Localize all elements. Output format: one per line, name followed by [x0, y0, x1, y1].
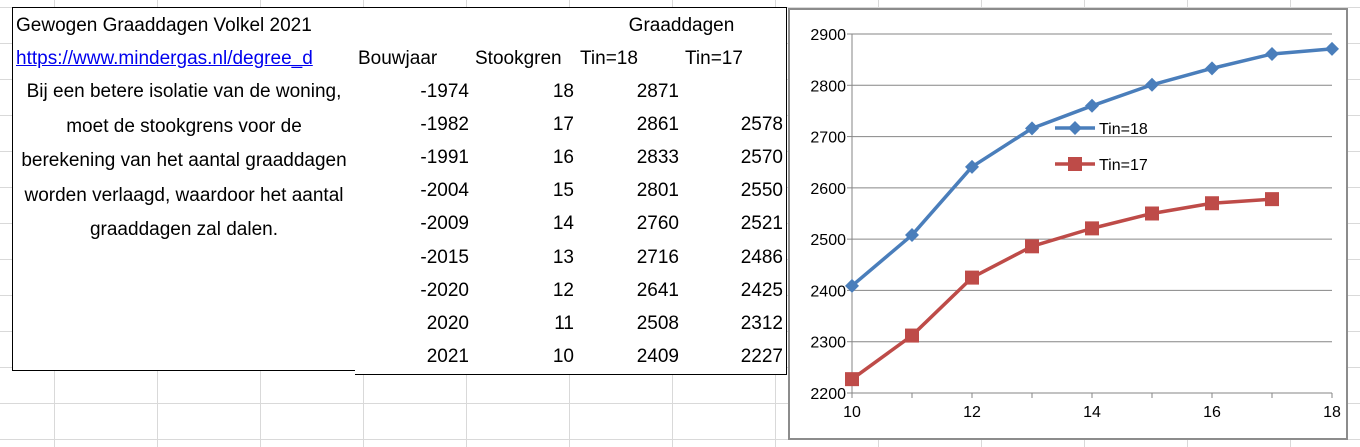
graaddagen-header[interactable]: Graaddagen [577, 7, 787, 44]
table-cell-stookgrens[interactable]: 11 [472, 307, 578, 342]
data-point [965, 159, 979, 174]
table-cell-stookgrens[interactable]: 13 [472, 241, 578, 276]
table-cell-bouwjaar[interactable]: -1991 [355, 141, 473, 176]
x-tick-label: 16 [1203, 404, 1221, 421]
table-cell-stookgrens[interactable]: 18 [472, 75, 578, 110]
data-point [1265, 192, 1279, 207]
series-line-tin17 [850, 197, 1273, 381]
graaddagen-chart[interactable]: 2200 2300 2400 2500 2600 2700 2800 2900 10 12 14 1… [788, 8, 1348, 440]
table-cell-bouwjaar[interactable]: -2020 [355, 274, 473, 309]
isolation-note[interactable]: Bij een betere isolatie van de woning, m… [12, 75, 356, 371]
y-tick-label: 2400 [810, 283, 846, 300]
data-point [1205, 196, 1219, 211]
x-tick-label: 14 [1083, 404, 1101, 421]
table-cell-stookgrens[interactable]: 14 [472, 207, 578, 242]
table-cell-tin17[interactable]: 2521 [682, 207, 787, 242]
data-point [1085, 98, 1099, 113]
table-cell-tin17[interactable]: 2578 [682, 108, 787, 143]
table-cell-tin18[interactable]: 2861 [577, 108, 683, 143]
table-cell-tin18[interactable]: 2641 [577, 274, 683, 309]
data-point [1085, 221, 1099, 236]
table-cell-tin18[interactable]: 2716 [577, 241, 683, 276]
table-cell-stookgrens[interactable]: 17 [472, 108, 578, 143]
x-tick-label: 10 [843, 404, 861, 421]
table-cell-bouwjaar[interactable]: -2004 [355, 174, 473, 209]
stookgrens-header[interactable]: Stookgren [472, 43, 578, 76]
legend-label: Tin=17 [1099, 157, 1148, 174]
data-point [1145, 77, 1159, 92]
table-cell-tin18[interactable]: 2871 [577, 75, 683, 110]
table-cell-tin17[interactable]: 2486 [682, 241, 787, 276]
data-point [1265, 47, 1279, 62]
empty-header-cell[interactable] [472, 7, 578, 44]
data-point [1205, 61, 1219, 76]
y-tick-label: 2800 [810, 78, 846, 95]
table-cell-tin17[interactable]: 2227 [682, 340, 787, 375]
tin17-header[interactable]: Tin=17 [682, 43, 787, 76]
data-point [1025, 239, 1039, 254]
table-cell-tin18[interactable]: 2508 [577, 307, 683, 342]
table-cell-tin17[interactable]: 2425 [682, 274, 787, 309]
data-point [905, 228, 919, 243]
legend-label: Tin=18 [1099, 121, 1148, 138]
sheet-title[interactable]: Gewogen Graaddagen Volkel 2021 [12, 7, 356, 44]
y-tick-label: 2200 [810, 386, 846, 403]
legend-marker [1068, 157, 1082, 171]
table-cell-stookgrens[interactable]: 12 [472, 274, 578, 309]
table-cell-bouwjaar[interactable]: -1974 [355, 75, 473, 110]
y-tick-label: 2500 [810, 232, 846, 249]
table-cell-bouwjaar[interactable]: -2009 [355, 207, 473, 242]
table-cell-stookgrens[interactable]: 10 [472, 340, 578, 375]
empty-header-cell[interactable] [355, 7, 473, 44]
data-point [1145, 206, 1159, 221]
chart-canvas: 2200 2300 2400 2500 2600 2700 2800 2900 10 12 14 1… [810, 27, 1341, 421]
table-cell-tin17[interactable]: 2550 [682, 174, 787, 209]
table-cell-stookgrens[interactable]: 16 [472, 141, 578, 176]
bouwjaar-header[interactable]: Bouwjaar [355, 43, 473, 76]
table-cell-bouwjaar[interactable]: -1982 [355, 108, 473, 143]
data-point [905, 328, 919, 343]
table-cell-tin17[interactable] [682, 75, 787, 110]
legend-marker [1068, 121, 1082, 135]
table-cell-bouwjaar[interactable]: 2020 [355, 307, 473, 342]
table-cell-tin18[interactable]: 2409 [577, 340, 683, 375]
y-tick-label: 2700 [810, 130, 846, 147]
table-cell-tin18[interactable]: 2760 [577, 207, 683, 242]
data-point [1325, 41, 1339, 56]
table-cell-tin17[interactable]: 2570 [682, 141, 787, 176]
x-tick-label: 18 [1323, 404, 1341, 421]
data-point [1025, 121, 1039, 136]
data-point [845, 372, 859, 387]
y-tick-label: 2300 [810, 335, 846, 352]
x-tick-label: 12 [963, 404, 981, 421]
source-link[interactable]: https://www.mindergas.nl/degree_d [12, 43, 356, 76]
table-cell-bouwjaar[interactable]: -2015 [355, 241, 473, 276]
table-cell-bouwjaar[interactable]: 2021 [355, 340, 473, 375]
tin18-header[interactable]: Tin=18 [577, 43, 683, 76]
series-line-tin18 [850, 47, 1333, 288]
data-point [845, 278, 859, 293]
y-tick-label: 2900 [810, 27, 846, 44]
table-cell-tin18[interactable]: 2801 [577, 174, 683, 209]
table-cell-stookgrens[interactable]: 15 [472, 174, 578, 209]
y-tick-label: 2600 [810, 181, 846, 198]
table-cell-tin18[interactable]: 2833 [577, 141, 683, 176]
table-cell-tin17[interactable]: 2312 [682, 307, 787, 342]
data-point [965, 270, 979, 285]
